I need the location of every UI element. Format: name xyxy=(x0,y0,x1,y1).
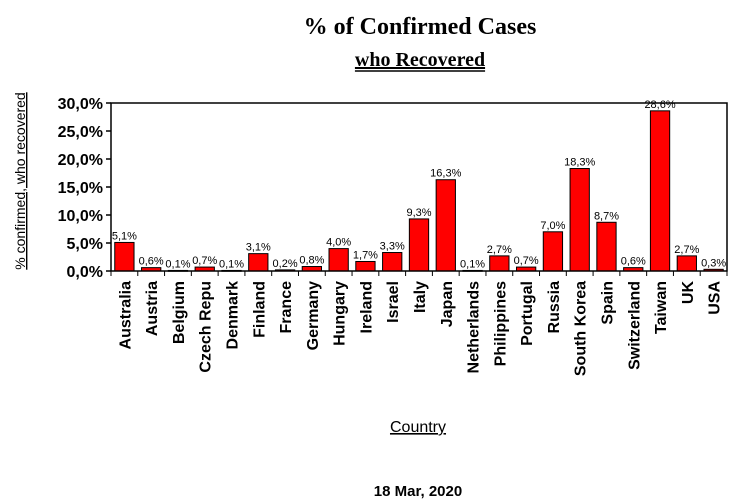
x-tick-label: Belgium xyxy=(171,281,188,344)
data-label: 0,1% xyxy=(219,258,244,270)
chart-footer-date: 18 Mar, 2020 xyxy=(374,483,462,500)
x-tick-label: Portugal xyxy=(519,281,536,346)
data-label: 0,6% xyxy=(139,256,164,268)
bar xyxy=(328,248,349,272)
data-label: 3,1% xyxy=(246,242,271,254)
x-tick-label: Netherlands xyxy=(466,281,483,374)
x-tick-label: Hungary xyxy=(332,281,349,346)
data-label: 5,1% xyxy=(112,230,137,242)
bar xyxy=(542,231,564,272)
x-axis-ticks: Australia Austria Belgium Czech Repu Denmark… xyxy=(110,271,728,376)
x-tick-label: Philippines xyxy=(492,281,509,366)
chart-subtitle: who Recovered xyxy=(355,49,485,71)
data-label: 8,7% xyxy=(594,210,619,222)
x-tick-label: Russia xyxy=(546,281,563,334)
y-axis-ticks: 0,0% 5,0% 10,0% 15,0% 20,0% 25,0% 30,0% xyxy=(58,96,111,281)
x-axis-label: Country xyxy=(390,419,446,436)
y-tick-label: 15,0% xyxy=(58,180,103,197)
x-tick-label: Germany xyxy=(305,281,322,350)
bar xyxy=(676,255,697,272)
x-tick-label: Australia xyxy=(117,281,134,350)
x-tick-label: Finland xyxy=(251,281,268,338)
bar xyxy=(569,168,590,272)
x-tick-label: USA xyxy=(707,281,724,315)
x-tick-label: Switzerland xyxy=(626,281,643,370)
data-label: 1,7% xyxy=(353,249,378,261)
x-tick-label: Denmark xyxy=(225,281,242,350)
data-label: 0,8% xyxy=(299,255,324,267)
chart-title: % of Confirmed Cases xyxy=(304,14,537,40)
x-tick-label: Israel xyxy=(385,281,402,323)
data-label: 28,6% xyxy=(644,99,675,111)
data-label: 0,7% xyxy=(514,255,539,267)
data-label: 7,0% xyxy=(540,220,565,232)
x-tick-label: South Korea xyxy=(573,281,590,376)
bar xyxy=(248,253,269,272)
x-tick-label: Taiwan xyxy=(653,281,670,334)
y-axis-label: % confirmed, who recovered xyxy=(12,92,28,269)
data-label: 2,7% xyxy=(674,244,699,256)
plot-frame xyxy=(110,102,728,272)
data-label: 0,3% xyxy=(701,257,726,269)
data-labels-group: 5,1%0,6% 0,1% 0,7% 0,1%3,1%0,2% 0,8%4,0%1,7%… xyxy=(112,99,727,271)
data-label: 2,7% xyxy=(487,244,512,256)
bar xyxy=(596,221,617,272)
data-label: 0,1% xyxy=(460,258,485,270)
data-label: 16,3% xyxy=(430,168,461,180)
data-label: 0,6% xyxy=(621,256,646,268)
x-tick-label: Austria xyxy=(144,281,161,336)
x-tick-label: Italy xyxy=(412,281,429,313)
data-label: 9,3% xyxy=(406,207,431,219)
x-tick-label: Japan xyxy=(439,281,456,327)
bar xyxy=(649,110,671,272)
x-tick-label: Ireland xyxy=(358,281,375,333)
y-tick-label: 0,0% xyxy=(67,264,103,281)
x-tick-label: France xyxy=(278,281,295,334)
data-label: 0,7% xyxy=(192,255,217,267)
bar xyxy=(435,179,456,272)
data-label: 0,1% xyxy=(165,258,190,270)
bar xyxy=(489,255,510,272)
data-label: 4,0% xyxy=(326,237,351,249)
bar xyxy=(408,218,430,272)
x-tick-label: Spain xyxy=(599,281,616,325)
data-label: 3,3% xyxy=(380,241,405,253)
data-label: 18,3% xyxy=(564,157,595,169)
data-label: 0,2% xyxy=(273,258,298,270)
y-tick-label: 5,0% xyxy=(67,236,103,253)
bars-group xyxy=(114,110,724,272)
y-tick-label: 10,0% xyxy=(58,208,103,225)
y-tick-label: 30,0% xyxy=(58,96,103,113)
bar xyxy=(114,241,135,272)
y-tick-label: 25,0% xyxy=(58,124,103,141)
bar xyxy=(355,260,376,272)
x-tick-label: UK xyxy=(680,281,697,305)
bar xyxy=(382,252,403,272)
x-tick-label: Czech Repu xyxy=(198,281,215,373)
y-tick-label: 20,0% xyxy=(58,152,103,169)
